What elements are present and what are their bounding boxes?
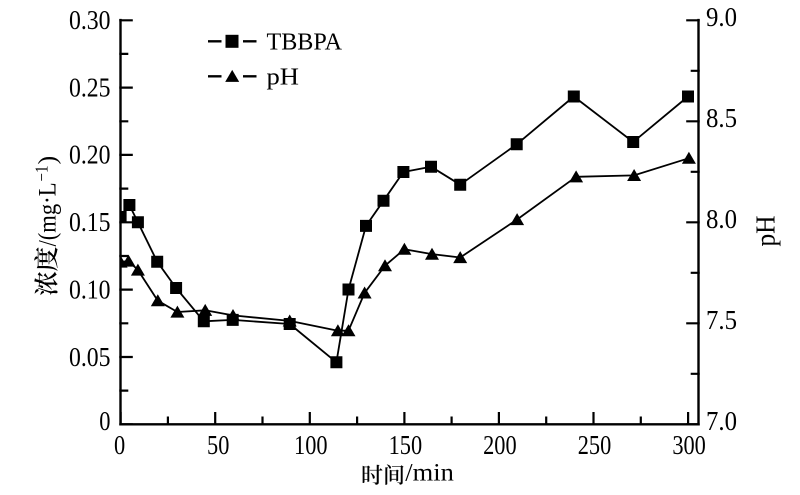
svg-text:50: 50 [207, 430, 229, 460]
svg-text:0.15: 0.15 [69, 207, 111, 237]
svg-text:−1: −1 [32, 166, 52, 182]
svg-text:/(mg·L: /(mg·L [33, 183, 62, 247]
svg-text:pH: pH [751, 216, 781, 247]
svg-text:0.20: 0.20 [69, 140, 111, 170]
svg-text:0.25: 0.25 [69, 72, 111, 102]
svg-text:0.30: 0.30 [69, 5, 111, 35]
svg-text:200: 200 [483, 430, 517, 460]
svg-text:8.5: 8.5 [706, 103, 737, 133]
svg-text:0: 0 [114, 430, 125, 460]
svg-text:100: 100 [294, 430, 328, 460]
svg-text:TBBPA: TBBPA [267, 28, 343, 55]
svg-text:0.05: 0.05 [69, 342, 111, 372]
svg-text:8.0: 8.0 [706, 204, 737, 234]
svg-text:0: 0 [99, 406, 110, 436]
svg-text:): ) [33, 156, 62, 165]
svg-text:9.0: 9.0 [706, 2, 737, 32]
svg-text:7.5: 7.5 [706, 305, 737, 335]
svg-text:/min: /min [405, 460, 454, 487]
svg-text:pH: pH [267, 63, 300, 90]
svg-text:7.0: 7.0 [706, 406, 737, 436]
svg-text:0.10: 0.10 [69, 274, 111, 304]
svg-text:250: 250 [578, 430, 612, 460]
svg-text:300: 300 [672, 430, 706, 460]
svg-text:150: 150 [389, 430, 423, 460]
